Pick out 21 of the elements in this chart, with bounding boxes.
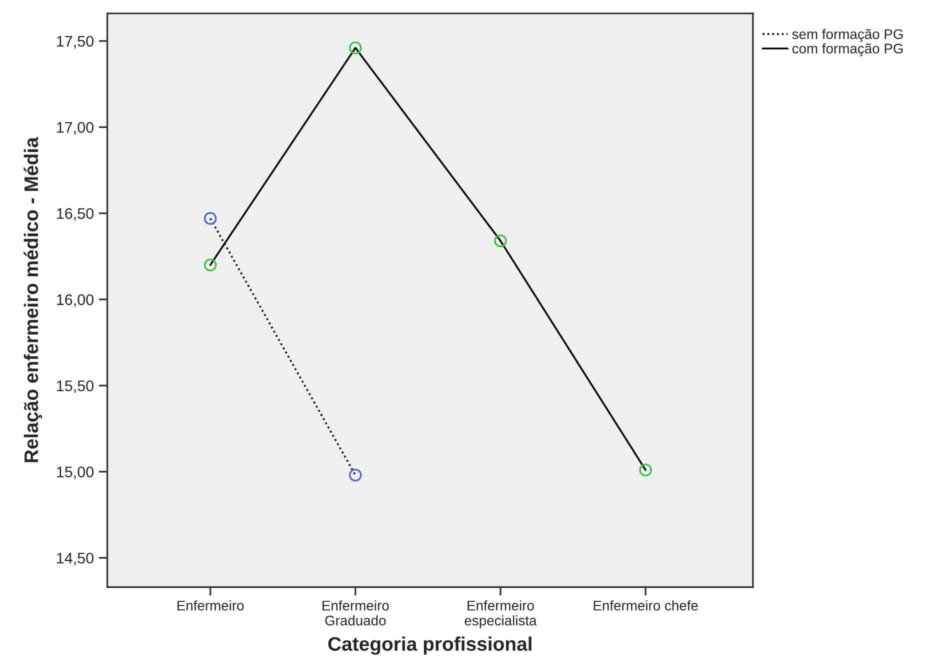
- legend-label: com formação PG: [792, 43, 903, 56]
- y-tick-label: 14,50: [57, 552, 94, 566]
- y-axis-title: Relação enfermeiro médico - Média: [24, 136, 42, 462]
- point: [494, 234, 507, 248]
- x-tick-label: Enfermeiro Graduado: [322, 600, 389, 626]
- point: [349, 468, 362, 482]
- point: [204, 258, 217, 272]
- legend-label: sem formação PG: [792, 28, 903, 42]
- x-axis-title: Categoria profissional: [328, 636, 532, 655]
- point: [204, 212, 217, 225]
- x-tick-label: Enfermeiro especialista: [464, 600, 537, 628]
- y-tick-label: 15,00: [57, 466, 94, 480]
- y-tick-label: 15,50: [57, 380, 94, 394]
- point: [349, 41, 362, 54]
- y-tick-label: 16,50: [57, 208, 94, 221]
- y-tick-label: 17,50: [57, 36, 94, 48]
- x-tick-label: Enfermeiro: [177, 600, 244, 611]
- y-tick-label: 16,00: [57, 294, 94, 307]
- y-tick-label: 17,00: [57, 122, 94, 135]
- x-tick-label: Enfermeiro chefe: [594, 600, 698, 611]
- point: [639, 464, 652, 476]
